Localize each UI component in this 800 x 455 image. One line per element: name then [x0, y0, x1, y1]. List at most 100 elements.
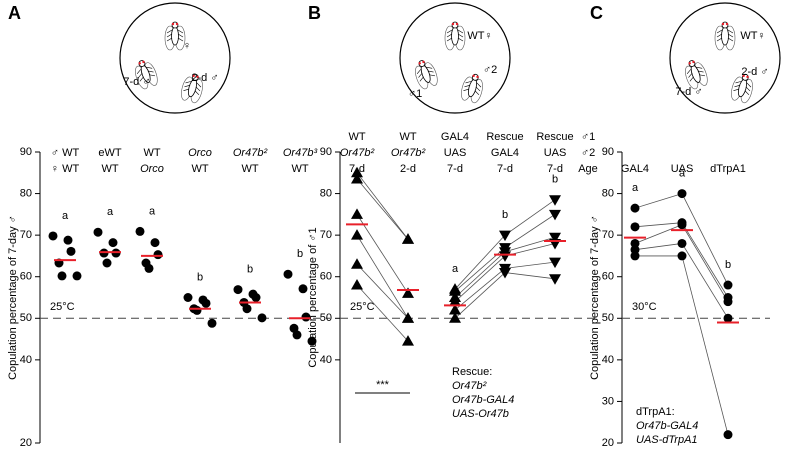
pair-connector: [454, 268, 506, 311]
fly-leg: [716, 29, 723, 34]
category-label: GAL4: [491, 147, 519, 159]
y-axis-label: Copulation percentage of 7-day ♂: [589, 215, 601, 380]
data-point: [630, 203, 640, 213]
category-label: WT: [241, 163, 258, 175]
annotation: Or47b-GAL4: [636, 420, 698, 432]
data-point: [150, 238, 160, 248]
fly-leg: [195, 86, 201, 92]
data-point: [93, 227, 103, 237]
significance-letter: b: [297, 248, 303, 260]
data-point: [351, 229, 363, 240]
pair-connector: [681, 243, 729, 319]
fly-eye: [692, 60, 695, 64]
y-axis-label: Copulation percentage of ♂1: [307, 227, 319, 367]
data-point: [549, 195, 561, 206]
data-point: [402, 312, 414, 323]
data-point: [351, 279, 363, 290]
fly-leg: [196, 82, 202, 88]
pair-connector: [504, 214, 556, 248]
category-label: 7-d: [497, 163, 513, 175]
y-tick-label: 80: [320, 187, 332, 199]
data-point: [351, 208, 363, 219]
inset-label: ♂1: [408, 88, 422, 100]
data-point: [301, 312, 311, 322]
pair-connector: [356, 172, 409, 240]
inset-label: 2-d ♂: [191, 72, 218, 84]
pair-connector: [454, 272, 506, 319]
pair-connector: [454, 255, 506, 302]
fly-leg: [139, 76, 144, 82]
data-point: [402, 287, 414, 298]
fly-leg: [464, 84, 471, 88]
fly-leg: [429, 74, 435, 77]
category-label: Rescue: [536, 131, 573, 143]
category-label: 2-d: [400, 163, 416, 175]
fly-leg: [475, 86, 481, 92]
significance-letter: a: [452, 263, 459, 275]
data-point: [499, 243, 511, 254]
fly-leg: [716, 33, 723, 38]
fly-leg: [147, 70, 154, 73]
fly-eye: [742, 74, 745, 78]
data-point: [449, 312, 461, 323]
fly-body: [467, 78, 477, 98]
y-tick-label: 60: [20, 271, 32, 283]
data-point: [630, 245, 640, 255]
category-label: ♀ WT: [51, 163, 80, 175]
data-point: [549, 274, 561, 285]
fly-leg: [166, 37, 173, 42]
fly-leg: [146, 66, 153, 69]
category-label: WT: [101, 163, 118, 175]
data-point: [48, 231, 58, 241]
fly-leg: [149, 74, 155, 77]
fly-icon: [444, 21, 466, 51]
fly-icon: [135, 60, 158, 90]
fly-leg: [427, 70, 434, 73]
inset-label: ♂2: [483, 64, 497, 76]
pair-connector: [504, 272, 556, 280]
pair-connector: [356, 263, 409, 319]
fly-leg: [446, 33, 453, 38]
fly-leg: [716, 37, 723, 42]
fly-eye: [451, 22, 455, 26]
data-point: [153, 250, 163, 260]
data-point: [72, 271, 82, 281]
fly-eye: [142, 60, 145, 64]
data-point: [351, 258, 363, 269]
fly-eye: [422, 60, 425, 64]
category-label: WT: [348, 131, 365, 143]
fly-leg: [689, 76, 694, 82]
fly-leg: [727, 29, 734, 34]
data-point: [549, 257, 561, 269]
pair-connector: [504, 261, 556, 269]
category-label: ♂ WT: [51, 147, 80, 159]
temperature: 25°C: [50, 301, 75, 313]
pair-connector: [634, 193, 683, 209]
significance-letter: b: [725, 259, 731, 271]
y-tick-label: 40: [20, 354, 32, 366]
y-tick-label: 90: [320, 146, 332, 158]
data-point: [57, 271, 67, 281]
fly-icon: [164, 21, 186, 51]
annotation: UAS-Or47b: [452, 408, 509, 420]
data-point: [242, 304, 252, 314]
data-point: [257, 313, 267, 323]
inset-label: 7-d ♂: [123, 76, 150, 88]
data-point: [723, 280, 733, 290]
data-point: [307, 336, 317, 346]
data-point: [630, 238, 640, 248]
pair-connector: [454, 251, 506, 298]
category-label: WT: [143, 147, 160, 159]
category-label: UAS: [444, 147, 467, 159]
pair-connector: [356, 214, 409, 294]
fly-leg: [136, 69, 142, 74]
pair-connector: [681, 224, 729, 302]
y-tick-label: 50: [320, 312, 332, 324]
annotation: dTrpA1:: [636, 406, 675, 418]
category-label: Orco: [140, 163, 164, 175]
fly-leg: [457, 33, 464, 38]
panel-label: A: [8, 3, 21, 23]
fly-icon: [461, 73, 483, 104]
data-point: [108, 238, 118, 248]
significance-letter: b: [552, 174, 558, 186]
